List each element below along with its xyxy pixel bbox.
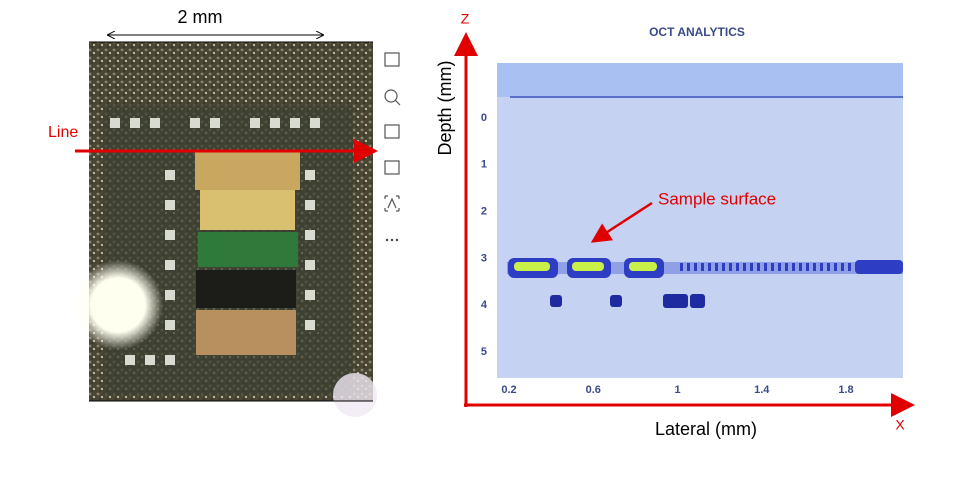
x-axis-title: Lateral (mm) xyxy=(655,419,757,439)
more-button[interactable] xyxy=(385,238,399,242)
y-axis-title: Depth (mm) xyxy=(435,60,455,155)
scale-label: 2 mm xyxy=(178,7,223,27)
y-tick-label: 2 xyxy=(481,206,487,218)
y-tick-label: 5 xyxy=(481,346,487,358)
x-tick-label: 1.4 xyxy=(754,384,770,396)
y-tick-label: 1 xyxy=(481,159,487,171)
z-axis-label: Z xyxy=(461,11,470,27)
line-label: Line xyxy=(48,124,78,141)
oct-image xyxy=(497,63,903,378)
x-tick-label: 1 xyxy=(674,384,680,396)
toolbar[interactable] xyxy=(384,52,401,212)
annotation: Sample surface xyxy=(658,189,776,208)
annotation-arrow xyxy=(590,201,653,243)
x-axis-label: X xyxy=(895,417,905,433)
x-tick-label: 0.6 xyxy=(586,384,601,396)
y-tick-label: 4 xyxy=(481,299,488,311)
x-tick-label: 0.2 xyxy=(501,384,516,396)
chip-photo xyxy=(73,41,377,417)
oct-title: OCT ANALYTICS xyxy=(649,25,745,39)
y-tick-label: 0 xyxy=(481,112,487,124)
x-tick-label: 1.8 xyxy=(838,384,853,396)
y-tick-label: 3 xyxy=(481,252,487,264)
